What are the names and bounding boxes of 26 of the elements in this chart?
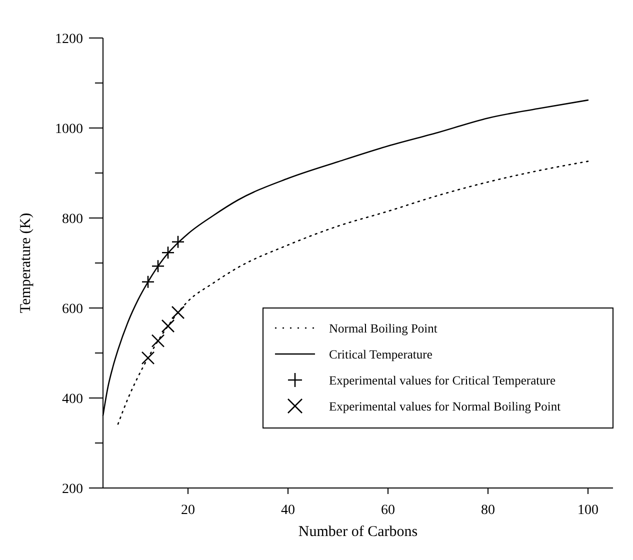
point xyxy=(141,275,155,289)
point xyxy=(141,351,155,365)
point xyxy=(171,235,185,248)
y-tick-label: 1200 xyxy=(55,32,83,47)
legend-label: Experimental values for Critical Temperature xyxy=(329,373,556,388)
legend-label: Experimental values for Normal Boiling Point xyxy=(329,399,562,414)
x-tick-label: 60 xyxy=(381,503,395,518)
legend-label: Critical Temperature xyxy=(329,347,433,362)
x-tick-label: 80 xyxy=(481,503,495,518)
point xyxy=(161,319,175,333)
x-tick-label: 100 xyxy=(578,503,598,518)
y-tick-label: 1000 xyxy=(55,122,83,137)
x-axis-title: Number of Carbons xyxy=(298,524,418,540)
x-tick-label: 20 xyxy=(181,503,195,518)
y-tick-label: 400 xyxy=(62,392,83,407)
x-tick-label: 40 xyxy=(281,503,295,518)
point xyxy=(161,246,175,260)
point xyxy=(151,334,165,348)
y-tick-label: 200 xyxy=(62,482,83,497)
y-tick-label: 800 xyxy=(62,212,83,227)
point xyxy=(151,260,165,273)
legend-label: Normal Boiling Point xyxy=(329,321,438,336)
line-series xyxy=(117,160,589,425)
y-tick-label: 600 xyxy=(62,302,83,317)
point xyxy=(171,306,185,320)
y-axis-title: Temperature (K) xyxy=(18,212,34,314)
